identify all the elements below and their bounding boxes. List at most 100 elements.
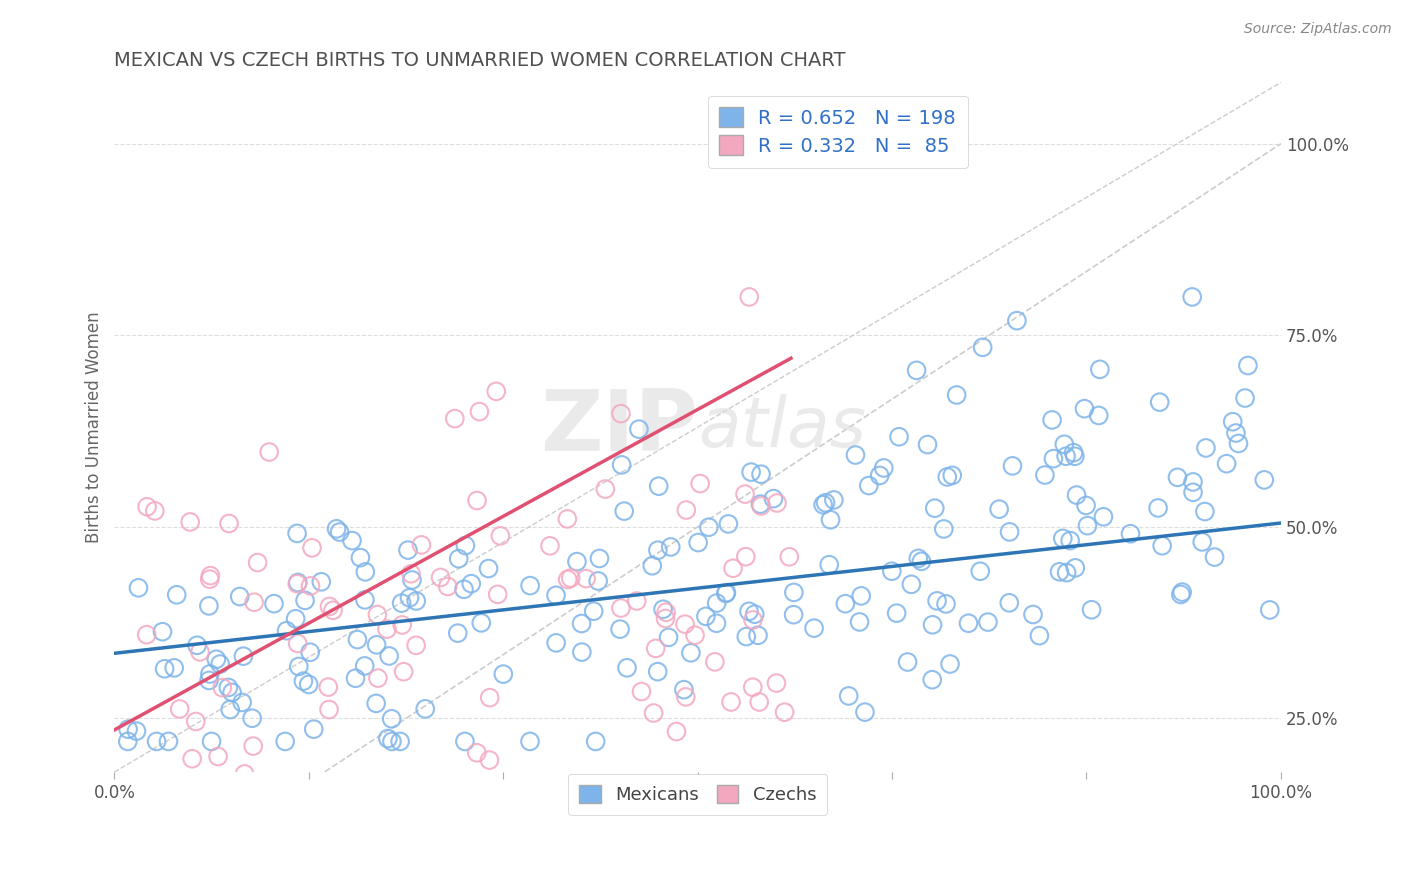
- Point: [288, 659, 311, 673]
- Point: [157, 734, 180, 748]
- Point: [644, 641, 666, 656]
- Point: [1042, 451, 1064, 466]
- Point: [936, 470, 959, 484]
- Point: [897, 655, 920, 669]
- Point: [1080, 603, 1102, 617]
- Point: [848, 615, 870, 629]
- Point: [945, 388, 967, 402]
- Point: [1170, 587, 1192, 601]
- Point: [392, 665, 415, 679]
- Point: [858, 478, 880, 492]
- Point: [887, 430, 910, 444]
- Point: [647, 543, 669, 558]
- Point: [305, 832, 328, 847]
- Point: [1087, 409, 1109, 423]
- Point: [349, 550, 371, 565]
- Point: [188, 645, 211, 659]
- Point: [389, 734, 412, 748]
- Point: [1258, 603, 1281, 617]
- Point: [977, 615, 1000, 629]
- Point: [1092, 509, 1115, 524]
- Point: [900, 577, 922, 591]
- Point: [1056, 566, 1078, 580]
- Point: [447, 551, 470, 566]
- Point: [697, 520, 720, 534]
- Point: [734, 487, 756, 501]
- Point: [367, 671, 389, 685]
- Point: [538, 539, 561, 553]
- Point: [184, 714, 207, 729]
- Point: [998, 596, 1021, 610]
- Point: [353, 659, 375, 673]
- Point: [610, 601, 633, 615]
- Point: [292, 674, 315, 689]
- Point: [340, 533, 363, 548]
- Point: [925, 594, 948, 608]
- Point: [935, 597, 957, 611]
- Point: [1022, 607, 1045, 622]
- Point: [744, 607, 766, 622]
- Point: [242, 739, 264, 753]
- Point: [932, 522, 955, 536]
- Point: [152, 624, 174, 639]
- Point: [575, 572, 598, 586]
- Point: [921, 673, 943, 687]
- Point: [921, 617, 943, 632]
- Point: [217, 681, 239, 695]
- Point: [381, 712, 404, 726]
- Point: [762, 491, 785, 506]
- Point: [294, 593, 316, 607]
- Point: [818, 558, 841, 572]
- Point: [1063, 445, 1085, 459]
- Point: [803, 621, 825, 635]
- Point: [470, 615, 492, 630]
- Point: [117, 722, 139, 736]
- Point: [703, 655, 725, 669]
- Point: [375, 622, 398, 636]
- Point: [274, 734, 297, 748]
- Point: [366, 697, 388, 711]
- Point: [436, 579, 458, 593]
- Point: [1073, 401, 1095, 416]
- Point: [519, 579, 541, 593]
- Point: [1052, 532, 1074, 546]
- Point: [468, 404, 491, 418]
- Point: [229, 590, 252, 604]
- Point: [571, 616, 593, 631]
- Point: [626, 594, 648, 608]
- Point: [716, 585, 738, 599]
- Point: [1182, 485, 1205, 500]
- Point: [720, 695, 742, 709]
- Point: [143, 504, 166, 518]
- Point: [181, 752, 204, 766]
- Point: [1253, 473, 1275, 487]
- Point: [354, 565, 377, 579]
- Point: [316, 680, 339, 694]
- Point: [557, 573, 579, 587]
- Point: [1234, 391, 1257, 405]
- Point: [145, 734, 167, 748]
- Point: [873, 461, 896, 475]
- Point: [200, 568, 222, 582]
- Point: [610, 458, 633, 472]
- Point: [647, 479, 669, 493]
- Point: [659, 540, 682, 554]
- Point: [655, 605, 678, 619]
- Point: [391, 596, 413, 610]
- Point: [354, 593, 377, 607]
- Point: [399, 566, 422, 581]
- Point: [478, 753, 501, 767]
- Point: [1074, 499, 1097, 513]
- Point: [311, 574, 333, 589]
- Point: [492, 667, 515, 681]
- Point: [917, 437, 939, 451]
- Point: [647, 665, 669, 679]
- Point: [706, 616, 728, 631]
- Point: [1215, 457, 1237, 471]
- Point: [1181, 290, 1204, 304]
- Point: [198, 599, 221, 613]
- Point: [717, 516, 740, 531]
- Point: [465, 746, 488, 760]
- Point: [749, 499, 772, 513]
- Point: [957, 616, 980, 631]
